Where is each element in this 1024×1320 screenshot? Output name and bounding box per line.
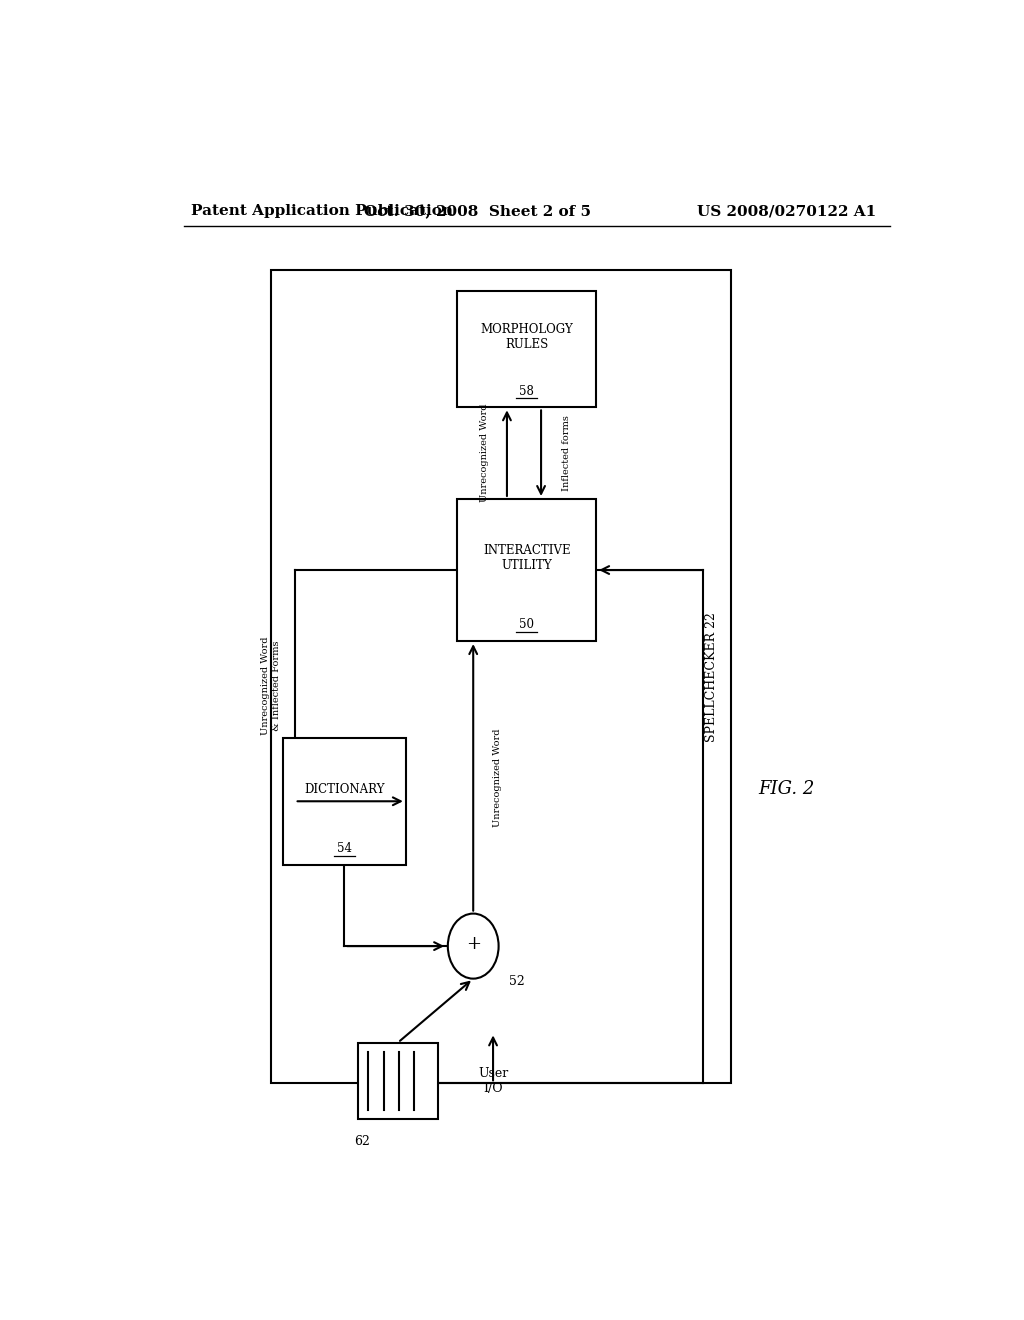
Text: Unrecognized Word: Unrecognized Word [480,404,489,503]
Text: 54: 54 [337,842,352,855]
Bar [458,290,596,408]
Text: Unrecognized Word
& Inflected Forms: Unrecognized Word & Inflected Forms [261,636,281,735]
Text: SPELLCHECKER 22: SPELLCHECKER 22 [705,612,718,742]
Text: Inflected forms: Inflected forms [562,416,571,491]
Text: Unrecognized Word: Unrecognized Word [493,729,502,826]
Circle shape [447,913,499,978]
Text: +: + [466,935,480,953]
Text: 62: 62 [354,1135,370,1148]
Text: DICTIONARY: DICTIONARY [304,783,384,796]
Bar [458,499,596,642]
Text: Oct. 30, 2008  Sheet 2 of 5: Oct. 30, 2008 Sheet 2 of 5 [364,205,591,218]
Bar [283,738,406,865]
Text: 52: 52 [509,975,524,989]
Text: 50: 50 [519,619,535,631]
Text: User
I/O: User I/O [478,1067,508,1094]
Text: FIG. 2: FIG. 2 [759,780,815,797]
Text: US 2008/0270122 A1: US 2008/0270122 A1 [697,205,877,218]
Bar [358,1043,437,1119]
Bar [270,271,731,1084]
Text: INTERACTIVE
UTILITY: INTERACTIVE UTILITY [483,544,570,572]
Text: MORPHOLOGY
RULES: MORPHOLOGY RULES [480,323,573,351]
Text: Patent Application Publication: Patent Application Publication [191,205,454,218]
Text: 58: 58 [519,384,535,397]
